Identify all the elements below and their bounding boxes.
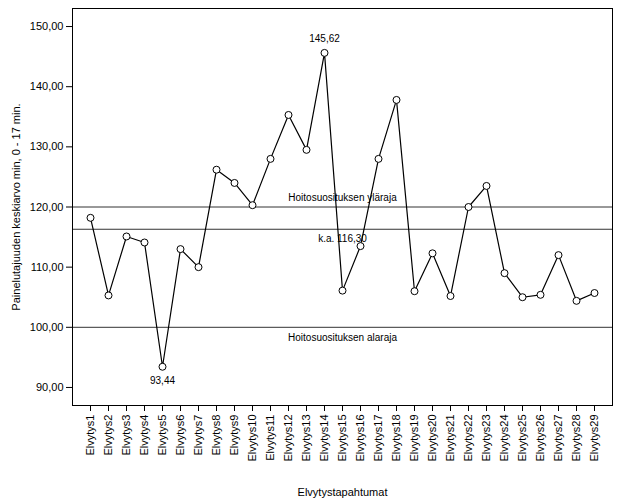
svg-text:Elvytys11: Elvytys11 bbox=[264, 415, 276, 461]
svg-text:Elvytys15: Elvytys15 bbox=[336, 415, 348, 462]
svg-text:130,00: 130,00 bbox=[30, 140, 64, 152]
svg-text:Elvytys12: Elvytys12 bbox=[282, 415, 294, 462]
svg-text:Elvytys16: Elvytys16 bbox=[354, 415, 366, 462]
svg-text:145,62: 145,62 bbox=[309, 33, 340, 44]
svg-text:140,00: 140,00 bbox=[30, 80, 64, 92]
svg-text:Elvytystapahtumat: Elvytystapahtumat bbox=[298, 486, 388, 498]
svg-text:93,44: 93,44 bbox=[150, 375, 175, 386]
svg-text:Elvytys1: Elvytys1 bbox=[84, 415, 96, 456]
svg-text:Elvytys20: Elvytys20 bbox=[426, 415, 438, 462]
svg-text:120,00: 120,00 bbox=[30, 201, 64, 213]
svg-text:Elvytys25: Elvytys25 bbox=[516, 415, 528, 462]
svg-text:Elvytys7: Elvytys7 bbox=[192, 415, 204, 456]
svg-text:Elvytys14: Elvytys14 bbox=[318, 415, 330, 462]
svg-text:Elvytys8: Elvytys8 bbox=[210, 415, 222, 456]
svg-text:Elvytys23: Elvytys23 bbox=[480, 415, 492, 462]
svg-text:Hoitosuosituksen alaraja: Hoitosuosituksen alaraja bbox=[288, 332, 397, 343]
svg-text:Elvytys6: Elvytys6 bbox=[174, 415, 186, 456]
svg-text:Hoitosuosituksen yläraja: Hoitosuosituksen yläraja bbox=[288, 192, 397, 203]
svg-text:Elvytys17: Elvytys17 bbox=[372, 415, 384, 462]
svg-text:Elvytys26: Elvytys26 bbox=[534, 415, 546, 462]
svg-text:Elvytys13: Elvytys13 bbox=[300, 415, 312, 462]
svg-text:k.a. 116,30: k.a. 116,30 bbox=[318, 233, 367, 245]
svg-text:Elvytys19: Elvytys19 bbox=[408, 415, 420, 462]
svg-text:Elvytys22: Elvytys22 bbox=[462, 415, 474, 462]
svg-text:Elvytys5: Elvytys5 bbox=[156, 415, 168, 456]
svg-text:Elvytys10: Elvytys10 bbox=[246, 415, 258, 462]
svg-text:Elvytys21: Elvytys21 bbox=[444, 415, 456, 462]
svg-text:Elvytys28: Elvytys28 bbox=[570, 415, 582, 462]
svg-text:150,00: 150,00 bbox=[30, 20, 64, 32]
svg-text:Elvytys18: Elvytys18 bbox=[390, 415, 402, 462]
svg-text:100,00: 100,00 bbox=[30, 321, 64, 333]
svg-text:Elvytys29: Elvytys29 bbox=[588, 415, 600, 462]
svg-text:Elvytys24: Elvytys24 bbox=[498, 415, 510, 462]
svg-text:Elvytys9: Elvytys9 bbox=[228, 415, 240, 456]
svg-text:90,00: 90,00 bbox=[36, 381, 64, 393]
svg-text:Elvytys2: Elvytys2 bbox=[102, 415, 114, 456]
svg-text:Elvytys4: Elvytys4 bbox=[138, 415, 150, 456]
svg-text:Elvytys27: Elvytys27 bbox=[552, 415, 564, 462]
svg-text:Painelutajuuden keskiarvo min,: Painelutajuuden keskiarvo min, 0 - 17 mi… bbox=[10, 103, 22, 310]
svg-text:110,00: 110,00 bbox=[31, 261, 64, 273]
svg-text:Elvytys3: Elvytys3 bbox=[120, 415, 132, 456]
